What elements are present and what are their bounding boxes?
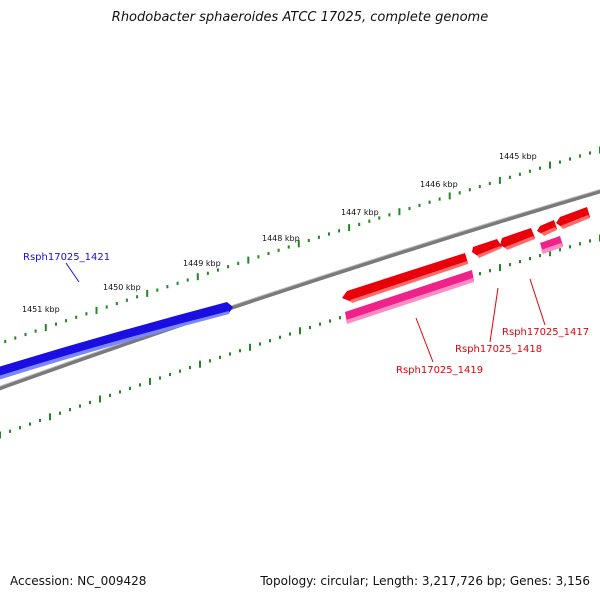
gene-rsph17025-1421[interactable] <box>0 302 233 381</box>
scale-labels: 1445 kbp 1446 kbp 1447 kbp 1448 kbp 1449… <box>22 152 537 314</box>
callout-line-1419 <box>415 317 434 363</box>
map-title: Rhodobacter sphaeroides ATCC 17025, comp… <box>111 10 489 25</box>
gene-rightmost-forward[interactable] <box>556 207 590 229</box>
gene-small-forward[interactable] <box>537 220 557 236</box>
scale-label-1445: 1445 kbp <box>499 152 537 161</box>
label-rsph17025-1418: Rsph17025_1418 <box>455 344 542 355</box>
scale-label-1448: 1448 kbp <box>262 234 300 243</box>
genome-backbone-highlight <box>0 188 600 387</box>
genome-summary-text: Topology: circular; Length: 3,217,726 bp… <box>260 574 590 588</box>
scale-label-1446: 1446 kbp <box>420 180 458 189</box>
scale-label-1451: 1451 kbp <box>22 305 60 314</box>
callout-line-1417 <box>529 278 546 326</box>
label-rsph17025-1421: Rsph17025_1421 <box>23 252 110 263</box>
callout-line-1418 <box>489 287 499 343</box>
outer-scale-ticks <box>4 146 600 344</box>
label-rsph17025-1417: Rsph17025_1417 <box>502 327 589 338</box>
scale-label-1447: 1447 kbp <box>341 208 379 217</box>
scale-label-1450: 1450 kbp <box>103 283 141 292</box>
accession-text: Accession: NC_009428 <box>10 574 147 588</box>
callout-line-1421 <box>65 262 80 283</box>
gene-rsph17025-1420[interactable] <box>342 253 468 303</box>
genome-backbone <box>0 189 600 391</box>
label-rsph17025-1419: Rsph17025_1419 <box>396 365 483 376</box>
gene-small-pink[interactable] <box>540 236 563 254</box>
gene-rsph17025-1418[interactable] <box>472 239 502 258</box>
scale-label-1449: 1449 kbp <box>183 259 221 268</box>
gene-rsph17025-1417[interactable] <box>500 228 535 250</box>
gene-rsph17025-1419[interactable] <box>345 270 474 324</box>
